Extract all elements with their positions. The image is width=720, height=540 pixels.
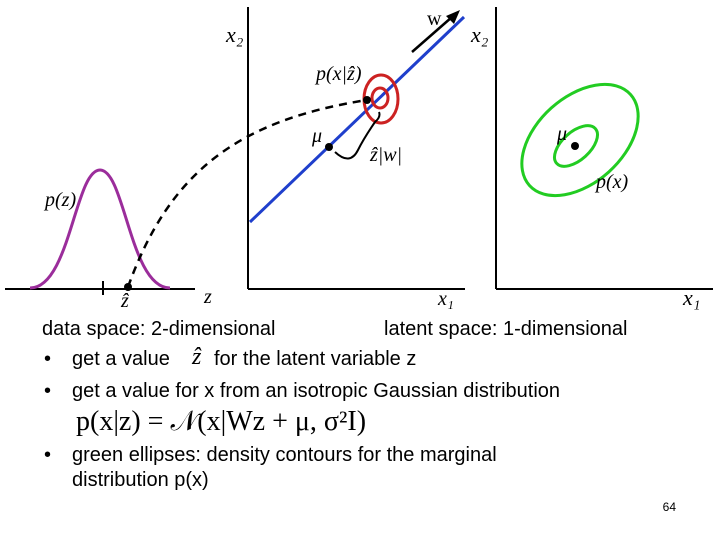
latent-space-text: latent space: 1-dimensional: [384, 318, 628, 340]
mu-label-middle: μ: [311, 125, 322, 147]
x2-label-middle: x₂: [470, 22, 489, 47]
px-given-zhat-label: p(x|ẑ): [314, 63, 362, 85]
zhat-label: ẑ: [120, 290, 129, 312]
mu-point-right: [571, 142, 579, 150]
gaussian-formula: p(x|z) = 𝒩(x|Wz + μ, σ²I): [76, 406, 367, 437]
bullet-2-marker: •: [44, 380, 52, 402]
x1-label-middle: x₁: [437, 288, 454, 310]
green-ellipse-inner: [553, 124, 599, 168]
bullet-1-text-a: get a value: [72, 348, 170, 370]
bullet-1-marker: •: [44, 348, 52, 370]
bullet-1-text-b: for the latent variable z: [214, 348, 417, 370]
bullet-3-text-line2: distribution p(x): [72, 469, 209, 491]
px-label: p(x): [594, 171, 629, 193]
mu-label-right: μ: [556, 123, 567, 145]
x2-label-left: x₂: [225, 22, 244, 47]
x1-label-right: x₁: [682, 285, 700, 310]
w-arrow-head-icon: [446, 10, 460, 24]
green-ellipse-outer: [520, 82, 640, 198]
mu-point-middle: [325, 143, 333, 151]
gaussian-curve: [29, 168, 171, 290]
zhat-w-label: ẑ|w|: [369, 144, 402, 166]
bullet-2-text: get a value for x from an isotropic Gaus…: [72, 380, 561, 402]
page-number: 64: [662, 500, 676, 514]
red-contour-inner: [370, 86, 390, 110]
w-label: w: [427, 8, 442, 30]
bullet-3-text-line1: green ellipses: density contours for the…: [72, 444, 497, 466]
bullet-3-marker: •: [44, 444, 52, 466]
z-label: z: [203, 286, 212, 308]
w-arrow: [411, 16, 453, 53]
pz-label: p(z): [43, 189, 76, 211]
xhat-point: [363, 96, 371, 104]
data-subspace-line: [248, 15, 466, 224]
mapping-dashed-curve: [126, 98, 368, 288]
bullet-1-zhat-symbol: ẑ: [192, 344, 202, 370]
data-space-text: data space: 2-dimensional: [42, 318, 276, 340]
ppca-diagram: x₂ p(z) ẑ z w x₂ p(x|ẑ) μ ẑ|w| x₁ μ p(x)…: [5, 7, 713, 312]
distance-brace: [334, 111, 381, 160]
